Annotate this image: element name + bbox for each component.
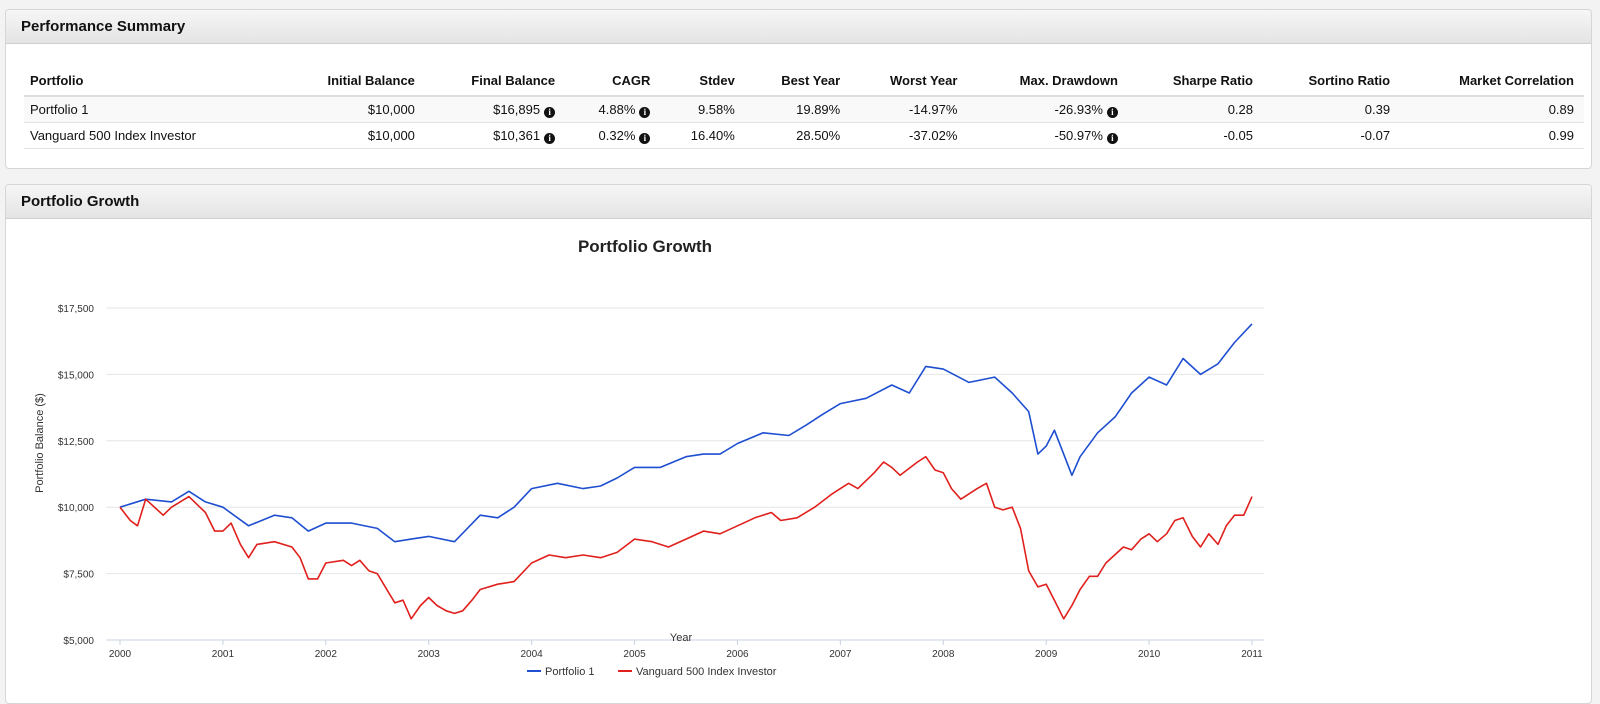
table-cell: -37.02% bbox=[850, 122, 968, 149]
x-tick-label: 2011 bbox=[1241, 649, 1263, 660]
y-tick-label: $5,000 bbox=[63, 636, 94, 647]
table-cell: 0.28 bbox=[1127, 96, 1263, 123]
column-header: Portfolio bbox=[24, 70, 280, 97]
portfolio-growth-header: Portfolio Growth bbox=[6, 185, 1591, 219]
cell-value: -37.02% bbox=[909, 128, 958, 143]
y-tick-label: $12,500 bbox=[58, 437, 95, 448]
column-header: Market Correlation bbox=[1400, 70, 1584, 97]
cell-value: 28.50% bbox=[796, 128, 841, 143]
cell-value: $16,895 bbox=[493, 101, 541, 117]
cell-value: -14.97% bbox=[909, 102, 958, 117]
column-header: Sortino Ratio bbox=[1263, 70, 1401, 97]
table-cell: -26.93% i bbox=[967, 96, 1128, 123]
x-tick-label: 2002 bbox=[315, 649, 338, 660]
table-cell: $10,000 bbox=[279, 122, 425, 149]
cell-value: Portfolio 1 bbox=[30, 102, 89, 117]
cell-value: -26.93% bbox=[1054, 101, 1103, 117]
performance-summary-panel: Performance Summary Portfolio Initial Bal… bbox=[5, 9, 1592, 169]
performance-summary-header: Performance Summary bbox=[6, 10, 1591, 44]
cell-value: 0.99 bbox=[1548, 128, 1574, 143]
cell-value: -0.05 bbox=[1223, 128, 1253, 143]
table-cell: 16.40% bbox=[660, 122, 745, 149]
table-cell: 28.50% bbox=[744, 122, 851, 149]
y-tick-label: $10,000 bbox=[58, 503, 95, 514]
x-tick-label: 2006 bbox=[726, 649, 749, 660]
column-header: Initial Balance bbox=[279, 70, 425, 97]
table-row: Vanguard 500 Index Investor $10,000 $10,36… bbox=[24, 122, 1584, 149]
x-tick-label: 2009 bbox=[1035, 649, 1058, 660]
table-header-row: Portfolio Initial Balance Final Balance CAG… bbox=[24, 70, 1584, 97]
table-cell: Portfolio 1 bbox=[24, 96, 280, 123]
cell-value: 9.58% bbox=[697, 102, 735, 117]
column-header: Worst Year bbox=[850, 70, 968, 97]
chart-legend: Portfolio 1 Vanguard 500 Index Investor bbox=[527, 666, 777, 678]
column-header: Max. Drawdown bbox=[967, 70, 1128, 97]
x-axis-label: Year bbox=[670, 632, 693, 644]
cell-value: $10,000 bbox=[367, 128, 415, 143]
cell-value: -0.07 bbox=[1360, 128, 1391, 143]
cell-value: 0.32% bbox=[598, 127, 636, 143]
table-cell: 0.32% i bbox=[565, 122, 661, 149]
y-tick-label: $15,000 bbox=[58, 370, 95, 381]
table-cell: -50.97% i bbox=[967, 122, 1128, 149]
table-cell: -0.07 bbox=[1263, 122, 1401, 149]
cell-value: $10,361 bbox=[493, 127, 541, 143]
table-cell: $16,895 i bbox=[424, 96, 566, 123]
table-cell: 19.89% bbox=[744, 96, 851, 123]
cell-value: -50.97% bbox=[1054, 127, 1103, 143]
column-header: Sharpe Ratio bbox=[1127, 70, 1263, 97]
x-tick-label: 2010 bbox=[1138, 649, 1161, 660]
column-header: CAGR bbox=[565, 70, 661, 97]
legend-item-label[interactable]: Vanguard 500 Index Investor bbox=[636, 666, 777, 678]
cell-value: $10,000 bbox=[367, 102, 415, 117]
x-tick-label: 2007 bbox=[829, 649, 852, 660]
x-tick-label: 2003 bbox=[418, 649, 441, 660]
cell-value: Vanguard 500 Index Investor bbox=[30, 128, 196, 143]
cell-value: 0.28 bbox=[1227, 102, 1253, 117]
info-icon[interactable]: i bbox=[1106, 106, 1118, 118]
table-cell: 0.89 bbox=[1400, 96, 1584, 123]
y-tick-label: $17,500 bbox=[58, 304, 95, 315]
info-icon[interactable]: i bbox=[639, 132, 651, 144]
info-icon[interactable]: i bbox=[544, 106, 556, 118]
x-tick-label: 2001 bbox=[212, 649, 235, 660]
table-cell: 0.39 bbox=[1263, 96, 1401, 123]
chart-title: Portfolio Growth bbox=[578, 237, 712, 256]
info-icon[interactable]: i bbox=[639, 106, 651, 118]
performance-summary-table: Portfolio Initial Balance Final Balance CAG… bbox=[24, 70, 1584, 149]
table-cell: -0.05 bbox=[1127, 122, 1263, 149]
x-tick-label: 2000 bbox=[109, 649, 132, 660]
cell-value: 0.89 bbox=[1548, 102, 1574, 117]
table-cell: 0.99 bbox=[1400, 122, 1584, 149]
portfolio-growth-panel: Portfolio Growth Portfolio Growth $5,000… bbox=[5, 184, 1592, 704]
column-header: Stdev bbox=[660, 70, 745, 97]
column-header: Best Year bbox=[744, 70, 851, 97]
portfolio-growth-chart: Portfolio Growth $5,000 $7,500 $10,000 $12,… bbox=[34, 237, 1264, 678]
y-axis-label: Portfolio Balance ($) bbox=[34, 393, 46, 493]
cell-value: 16.40% bbox=[690, 128, 735, 143]
table-cell: -14.97% bbox=[850, 96, 968, 123]
cell-value: 0.39 bbox=[1364, 102, 1391, 117]
info-icon[interactable]: i bbox=[544, 132, 556, 144]
x-tick-label: 2004 bbox=[521, 649, 544, 660]
table-cell: 4.88% i bbox=[565, 96, 661, 123]
table-cell: 9.58% bbox=[660, 96, 745, 123]
cell-value: 19.89% bbox=[796, 102, 841, 117]
legend-item-label[interactable]: Portfolio 1 bbox=[545, 666, 595, 678]
x-tick-label: 2008 bbox=[932, 649, 955, 660]
table-cell: $10,000 bbox=[279, 96, 425, 123]
series-line-1 bbox=[119, 455, 1253, 620]
series-line-0 bbox=[119, 323, 1253, 543]
table-row: Portfolio 1 $10,000 $16,895 i 4.88% i 9.58% 19.… bbox=[24, 96, 1584, 123]
column-header: Final Balance bbox=[424, 70, 566, 97]
info-icon[interactable]: i bbox=[1106, 132, 1118, 144]
x-tick-label: 2005 bbox=[623, 649, 646, 660]
table-body: Portfolio 1 $10,000 $16,895 i 4.88% i 9.58% 19.… bbox=[24, 96, 1584, 149]
y-tick-label: $7,500 bbox=[63, 570, 94, 581]
table-cell: $10,361 i bbox=[424, 122, 566, 149]
cell-value: 4.88% bbox=[598, 101, 636, 117]
table-cell: Vanguard 500 Index Investor bbox=[24, 122, 280, 149]
